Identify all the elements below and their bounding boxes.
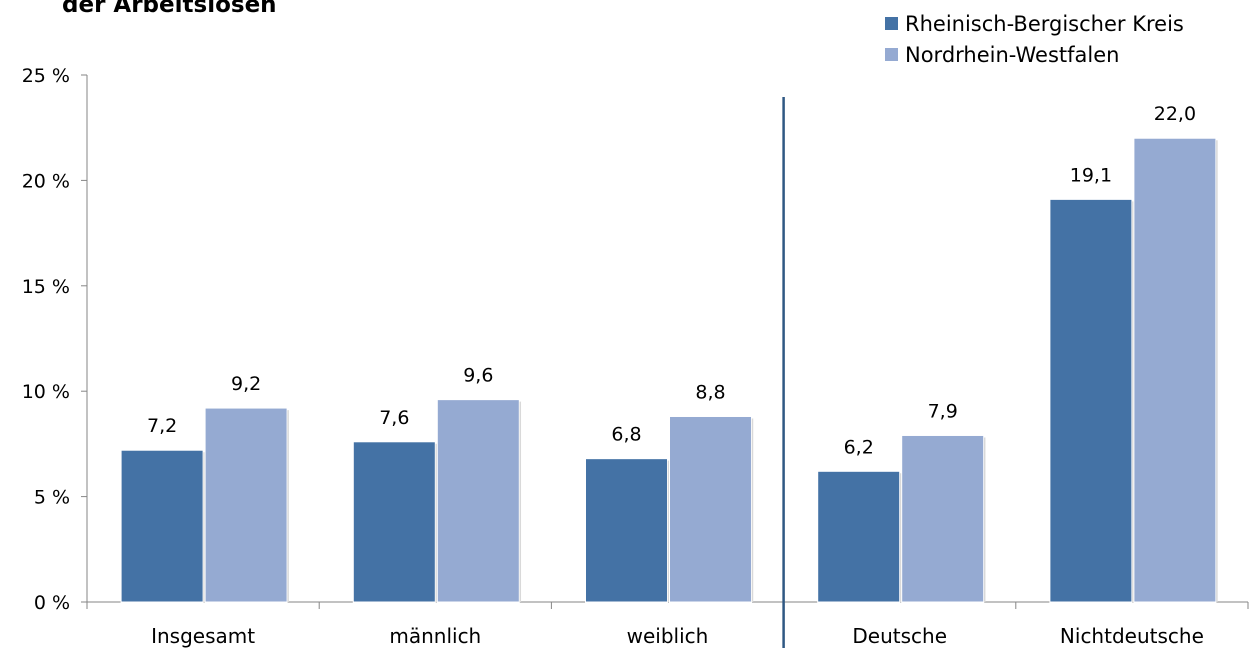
data-label-nordrhein-westfalen-mannlich: 9,6 xyxy=(463,365,493,387)
category-label-mannlich: männlich xyxy=(389,624,481,648)
bar-nordrhein-westfalen-deutsche xyxy=(901,434,985,603)
bar-rheinisch-bergischer-kreis-deutsche xyxy=(817,470,901,603)
chart-title: der Arbeitslosen xyxy=(62,0,277,18)
y-tick-label: 15 % xyxy=(22,276,70,298)
bar-rheinisch-bergischer-kreis-nichtdeutsche xyxy=(1049,198,1133,603)
y-tick-label: 20 % xyxy=(22,170,70,192)
category-label-insgesamt: Insgesamt xyxy=(151,624,255,648)
category-label-deutsche: Deutsche xyxy=(852,624,947,648)
bar-nordrhein-westfalen-nichtdeutsche xyxy=(1133,137,1217,603)
legend-swatch-series2 xyxy=(885,48,898,61)
bar-rheinisch-bergischer-kreis-insgesamt xyxy=(120,449,204,603)
data-label-rheinisch-bergischer-kreis-mannlich: 7,6 xyxy=(379,407,409,429)
y-tick-label: 5 % xyxy=(34,487,70,509)
legend-item-nordrhein-westfalen: Nordrhein-Westfalen xyxy=(885,39,1184,70)
y-tick-label: 25 % xyxy=(22,65,70,87)
category-label-weiblich: weiblich xyxy=(627,624,709,648)
legend: Rheinisch-Bergischer Kreis Nordrhein-Wes… xyxy=(885,8,1184,70)
bar-rheinisch-bergischer-kreis-weiblich xyxy=(585,458,668,603)
legend-label-series2: Nordrhein-Westfalen xyxy=(905,42,1120,67)
legend-label-series1: Rheinisch-Bergischer Kreis xyxy=(905,11,1184,36)
data-label-rheinisch-bergischer-kreis-weiblich: 6,8 xyxy=(611,424,641,446)
data-label-rheinisch-bergischer-kreis-insgesamt: 7,2 xyxy=(147,415,177,437)
data-label-rheinisch-bergischer-kreis-nichtdeutsche: 19,1 xyxy=(1070,164,1112,186)
data-label-nordrhein-westfalen-nichtdeutsche: 22,0 xyxy=(1154,103,1196,125)
category-label-nichtdeutsche: Nichtdeutsche xyxy=(1060,624,1204,648)
legend-item-rheinisch-bergischer-kreis: Rheinisch-Bergischer Kreis xyxy=(885,8,1184,39)
legend-swatch-series1 xyxy=(885,17,898,30)
y-tick-label: 0 % xyxy=(34,592,70,614)
bar-nordrhein-westfalen-mannlich xyxy=(436,399,520,603)
data-label-nordrhein-westfalen-insgesamt: 9,2 xyxy=(231,373,261,395)
data-label-nordrhein-westfalen-weiblich: 8,8 xyxy=(695,381,725,403)
data-label-rheinisch-bergischer-kreis-deutsche: 6,2 xyxy=(844,436,874,458)
y-tick-label: 10 % xyxy=(22,381,70,403)
bar-nordrhein-westfalen-weiblich xyxy=(669,415,752,603)
bar-rheinisch-bergischer-kreis-mannlich xyxy=(352,441,436,603)
bar-nordrhein-westfalen-insgesamt xyxy=(204,407,288,603)
data-label-nordrhein-westfalen-deutsche: 7,9 xyxy=(928,400,958,422)
